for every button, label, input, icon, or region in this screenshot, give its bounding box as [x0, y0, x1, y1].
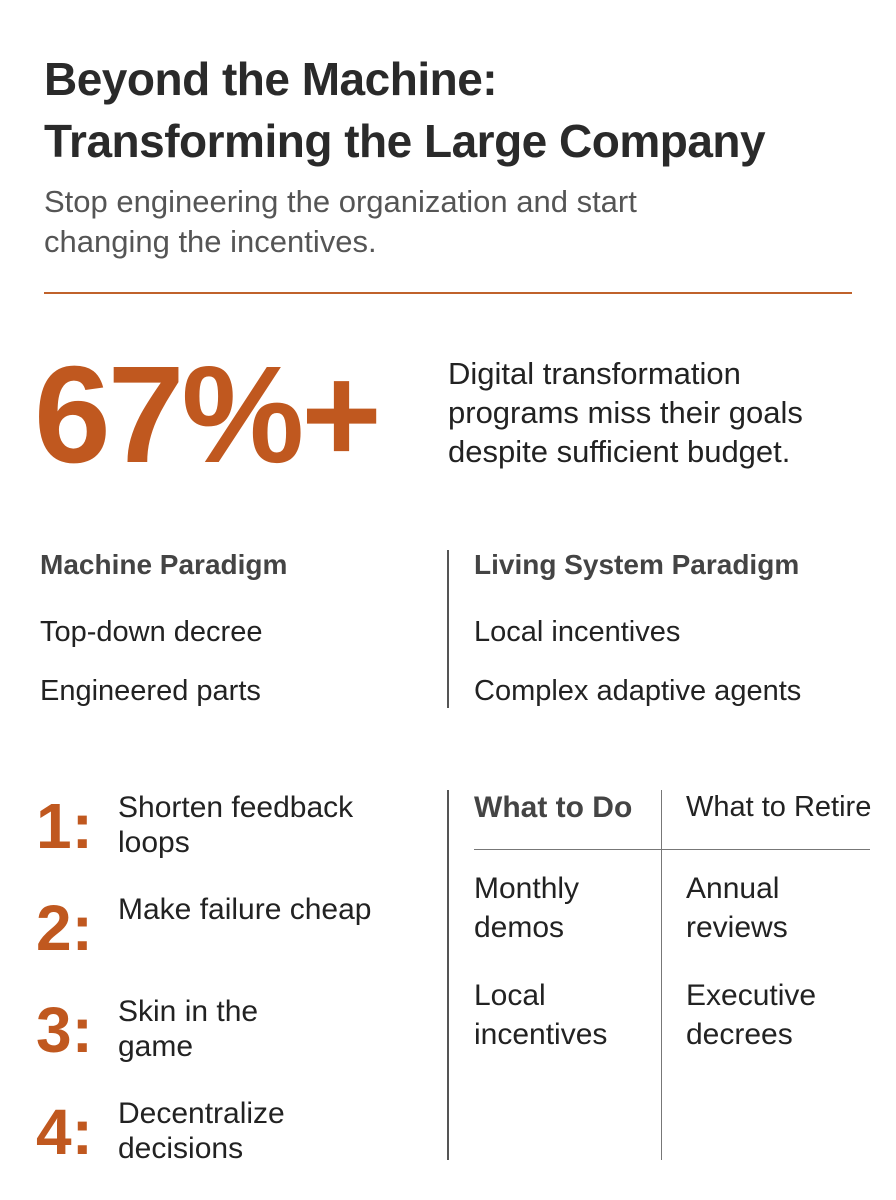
divider — [44, 292, 852, 294]
paradigm-item: Local incentives — [474, 616, 681, 648]
step-number: 2: — [36, 892, 93, 964]
paradigm-heading: Living System Paradigm — [474, 549, 800, 580]
step-number: 4: — [36, 1096, 93, 1168]
paradigm-item: Engineered parts — [40, 675, 261, 707]
title: Beyond the Machine: Transforming the Lar… — [44, 48, 766, 172]
stat-description: Digital transformation programs miss the… — [448, 356, 803, 469]
step-text: Shorten feedback loops — [118, 791, 354, 859]
paradigm-item: Complex adaptive agents — [474, 675, 802, 707]
paradigm-heading: Machine Paradigm — [40, 549, 288, 580]
stat-value: 67%+ — [34, 338, 382, 492]
table-cell: Annual reviews — [686, 872, 788, 944]
paradigm-item: Top-down decree — [40, 616, 263, 648]
title-line: Transforming the Large Company — [44, 115, 766, 167]
column-divider — [447, 790, 449, 1160]
step-number: 3: — [36, 994, 93, 1066]
step-text: Skin in the game — [118, 995, 259, 1063]
step-text: Decentralize decisions — [118, 1097, 285, 1165]
table-header: What to Retire — [686, 791, 872, 823]
table-rule — [474, 849, 870, 850]
table-divider — [661, 790, 662, 1160]
table-cell: Monthly demos — [474, 872, 580, 944]
column-divider — [447, 550, 449, 708]
table-header: What to Do — [474, 791, 633, 824]
table-cell: Local incentives — [474, 979, 608, 1051]
step-text: Make failure cheap — [118, 893, 372, 926]
subtitle: Stop engineering the organization and st… — [44, 184, 637, 259]
table-cell: Executive decrees — [686, 979, 817, 1051]
step-number: 1: — [36, 790, 93, 862]
title-line: Beyond the Machine: — [44, 53, 498, 105]
